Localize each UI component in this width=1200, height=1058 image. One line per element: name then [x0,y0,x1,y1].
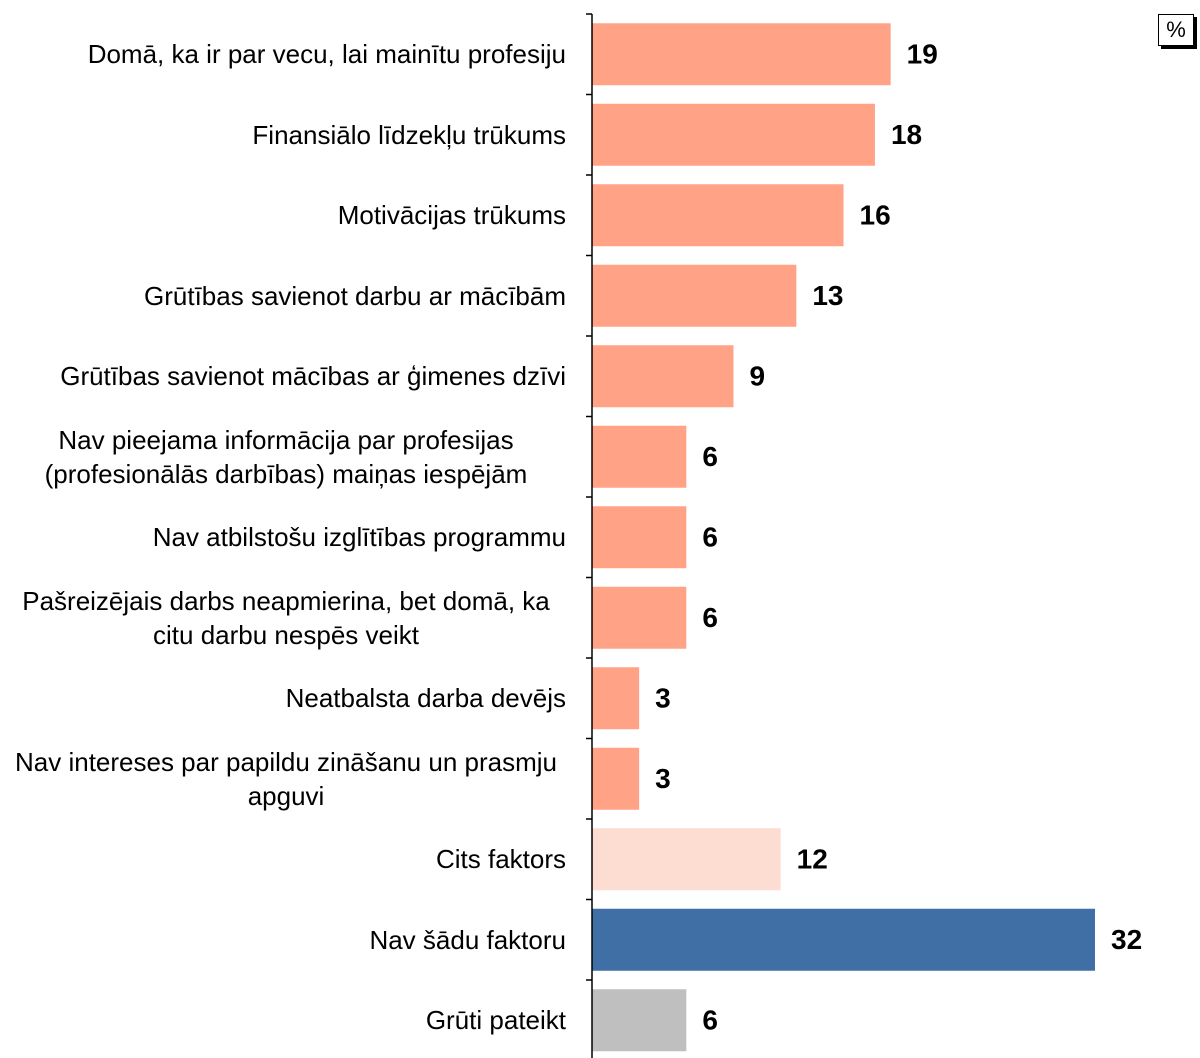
category-text: Grūti pateikt [425,1005,566,1036]
category-text: Nav pieejama informācija par profesijas … [44,424,528,489]
bar [592,184,844,247]
bar [592,989,687,1052]
category-text: Nav šādu faktoru [369,924,566,955]
category-text: Motivācijas trūkums [337,200,566,231]
value-label: 9 [749,361,765,392]
bar [592,345,734,408]
bar [592,908,1095,971]
value-label: 12 [797,844,828,875]
category-label: Grūti pateikt [6,980,566,1058]
category-label: Grūtības savienot mācības ar ģimenes dzī… [6,336,566,416]
bar [592,747,640,810]
bar [592,586,687,649]
value-label: 6 [702,441,718,472]
category-label: Nav pieejama informācija par profesijas … [6,417,566,497]
bar [592,667,640,730]
value-label: 6 [702,602,718,633]
bar [592,23,891,86]
category-text: Domā, ka ir par vecu, lai mainītu profes… [87,39,566,70]
value-label: 6 [702,1005,718,1036]
category-label: Motivācijas trūkums [6,175,566,255]
bar [592,103,875,166]
category-text: Pašreizējais darbs neapmierina, bet domā… [22,585,550,650]
category-label: Neatbalsta darba devējs [6,658,566,738]
bar [592,425,687,488]
value-label: 16 [860,200,891,231]
value-label: 18 [891,119,922,150]
category-text: Cits faktors [435,844,566,875]
value-label: 6 [702,522,718,553]
bar [592,264,797,327]
category-text: Grūtības savienot darbu ar mācībām [144,280,566,311]
bar [592,506,687,569]
value-label: 13 [812,280,843,311]
category-label: Domā, ka ir par vecu, lai mainītu profes… [6,14,566,94]
category-label: Nav šādu faktoru [6,900,566,980]
category-text: Finansiālo līdzekļu trūkums [252,119,566,150]
value-label: 19 [907,39,938,70]
value-label: 32 [1111,924,1142,955]
category-label: Pašreizējais darbs neapmierina, bet domā… [6,578,566,658]
category-label: Nav intereses par papildu zināšanu un pr… [6,739,566,819]
category-label: Nav atbilstošu izglītības programmu [6,497,566,577]
value-label: 3 [655,683,671,714]
category-text: Nav atbilstošu izglītības programmu [152,522,566,553]
category-text: Neatbalsta darba devējs [285,683,566,714]
unit-label: % [1158,14,1194,46]
category-text: Nav intereses par papildu zināšanu un pr… [15,746,557,811]
value-label: 3 [655,763,671,794]
category-label: Finansiālo līdzekļu trūkums [6,95,566,175]
category-label: Cits faktors [6,819,566,899]
bar [592,828,781,891]
category-label: Grūtības savienot darbu ar mācībām [6,256,566,336]
category-text: Grūtības savienot mācības ar ģimenes dzī… [60,361,566,392]
